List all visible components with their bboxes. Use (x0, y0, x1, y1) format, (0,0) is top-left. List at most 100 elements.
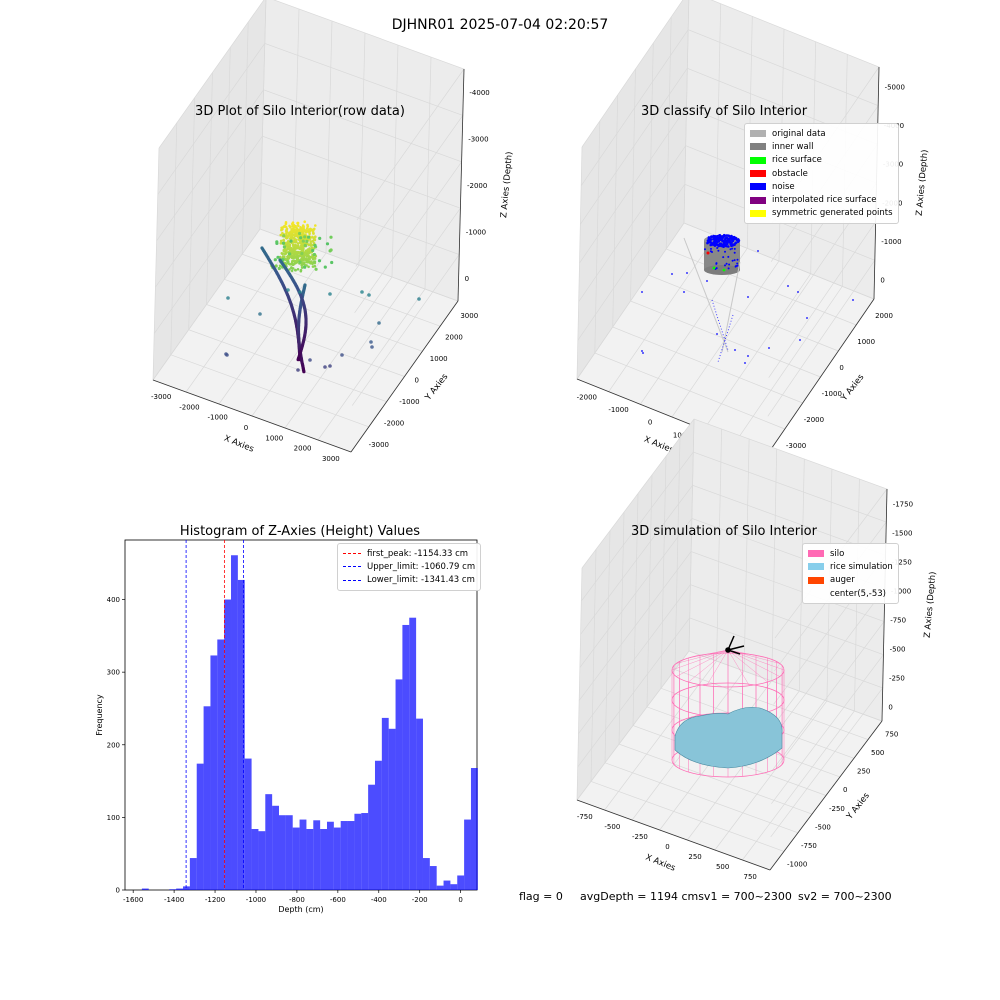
data-point (296, 224, 300, 227)
data-point (297, 235, 300, 239)
noise-point (715, 262, 718, 265)
noise-point (734, 349, 736, 351)
noise-point (722, 245, 725, 248)
noise-point (723, 234, 726, 238)
data-point (307, 243, 311, 246)
obstacle-point (706, 251, 710, 255)
data-point (277, 266, 281, 271)
data-point (291, 221, 295, 224)
data-point (299, 228, 303, 231)
histogram-bar (457, 875, 465, 890)
data-point (309, 255, 312, 259)
data-point (276, 255, 280, 259)
data-point (296, 256, 300, 260)
silo-roof (688, 649, 729, 683)
data-point (296, 358, 300, 362)
noise-point (731, 247, 734, 250)
y-axis-label: Y Axies (423, 372, 451, 404)
legend-item: silo (808, 547, 893, 560)
data-point (299, 236, 303, 240)
data-point (291, 250, 294, 254)
data-point (369, 340, 373, 344)
noise-point (724, 250, 726, 253)
noise-point (797, 291, 799, 293)
inner-wall-bottom (704, 265, 740, 275)
data-point (286, 288, 290, 292)
histogram-bar (258, 831, 266, 890)
histogram-bar (176, 888, 184, 890)
noise-point (730, 234, 733, 238)
silo-roof (676, 649, 729, 677)
data-point (300, 266, 304, 269)
x-tick-label: -200 (412, 896, 428, 904)
y-tick-label: -750 (801, 842, 817, 850)
noise-point (731, 239, 735, 243)
y-axis-label: Y Axies (839, 372, 867, 404)
noise-point (730, 236, 733, 240)
legend-item: interpolated rice surface (750, 193, 893, 206)
chart-title: 3D classify of Silo Interior (640, 104, 808, 119)
data-point (291, 263, 294, 266)
data-point (301, 239, 305, 243)
histogram-bar (340, 821, 348, 890)
classify-legend: original data inner wall rice surface ob… (744, 123, 899, 225)
y-tick-label: 0 (839, 364, 843, 372)
data-point (306, 248, 310, 251)
x-tick-label: -800 (289, 896, 305, 904)
legend-item: noise (750, 180, 893, 193)
noise-point (683, 291, 685, 293)
legend-swatch (343, 579, 361, 581)
noise-point (718, 242, 722, 246)
data-point (311, 235, 314, 239)
y-tick-label: 500 (871, 749, 884, 757)
data-point (317, 259, 322, 263)
z-tick-label: -5000 (885, 83, 905, 91)
data-point (290, 229, 294, 233)
noise-point (728, 263, 731, 266)
z-tick-label: -1000 (881, 238, 901, 246)
noise-point (722, 239, 725, 243)
data-point (304, 229, 307, 233)
z-tick-label: -1750 (893, 501, 913, 509)
legend-swatch (808, 590, 824, 597)
data-point (305, 253, 309, 256)
data-point (282, 255, 285, 258)
noise-point (744, 362, 746, 364)
noise-trace (717, 314, 734, 363)
legend-label: obstacle (772, 168, 808, 179)
grid-line (156, 89, 463, 314)
legend-label: rice surface (772, 155, 822, 166)
data-point (284, 225, 288, 229)
histogram-bar (292, 827, 300, 890)
data-point (290, 269, 294, 273)
histogram-bar (272, 805, 279, 890)
data-point (282, 245, 286, 249)
histogram-bar (189, 858, 197, 890)
data-point (289, 233, 292, 236)
data-point (313, 243, 317, 247)
panel-raw-3d: -3000 -2000 -1000 0 1000 2000 3000 -3000 -2000 -1… (151, 0, 515, 463)
data-point (310, 260, 313, 263)
noise-point (718, 234, 722, 237)
data-point (318, 236, 322, 240)
y-tick-label: 100 (107, 814, 120, 822)
legend-item: auger (808, 574, 893, 587)
silo-roof (706, 649, 729, 686)
y-tick-label: 0 (415, 377, 419, 385)
y-axis-line (769, 720, 883, 871)
noise-point (733, 247, 736, 250)
y-tick-label: -1000 (399, 398, 419, 406)
histogram-bar (416, 718, 423, 890)
data-point (300, 251, 304, 256)
histogram-bar (203, 706, 211, 890)
data-point (286, 240, 290, 243)
noise-point (732, 237, 736, 240)
y-tick-label: 200 (107, 741, 120, 749)
grid-line (157, 42, 464, 267)
noise-point (706, 241, 709, 245)
legend-item: symmetric generated points (750, 207, 893, 220)
x-tick-label: 750 (744, 873, 757, 881)
data-point (281, 241, 286, 245)
legend-label: rice simulation (830, 561, 893, 572)
histogram-bar (251, 829, 259, 890)
